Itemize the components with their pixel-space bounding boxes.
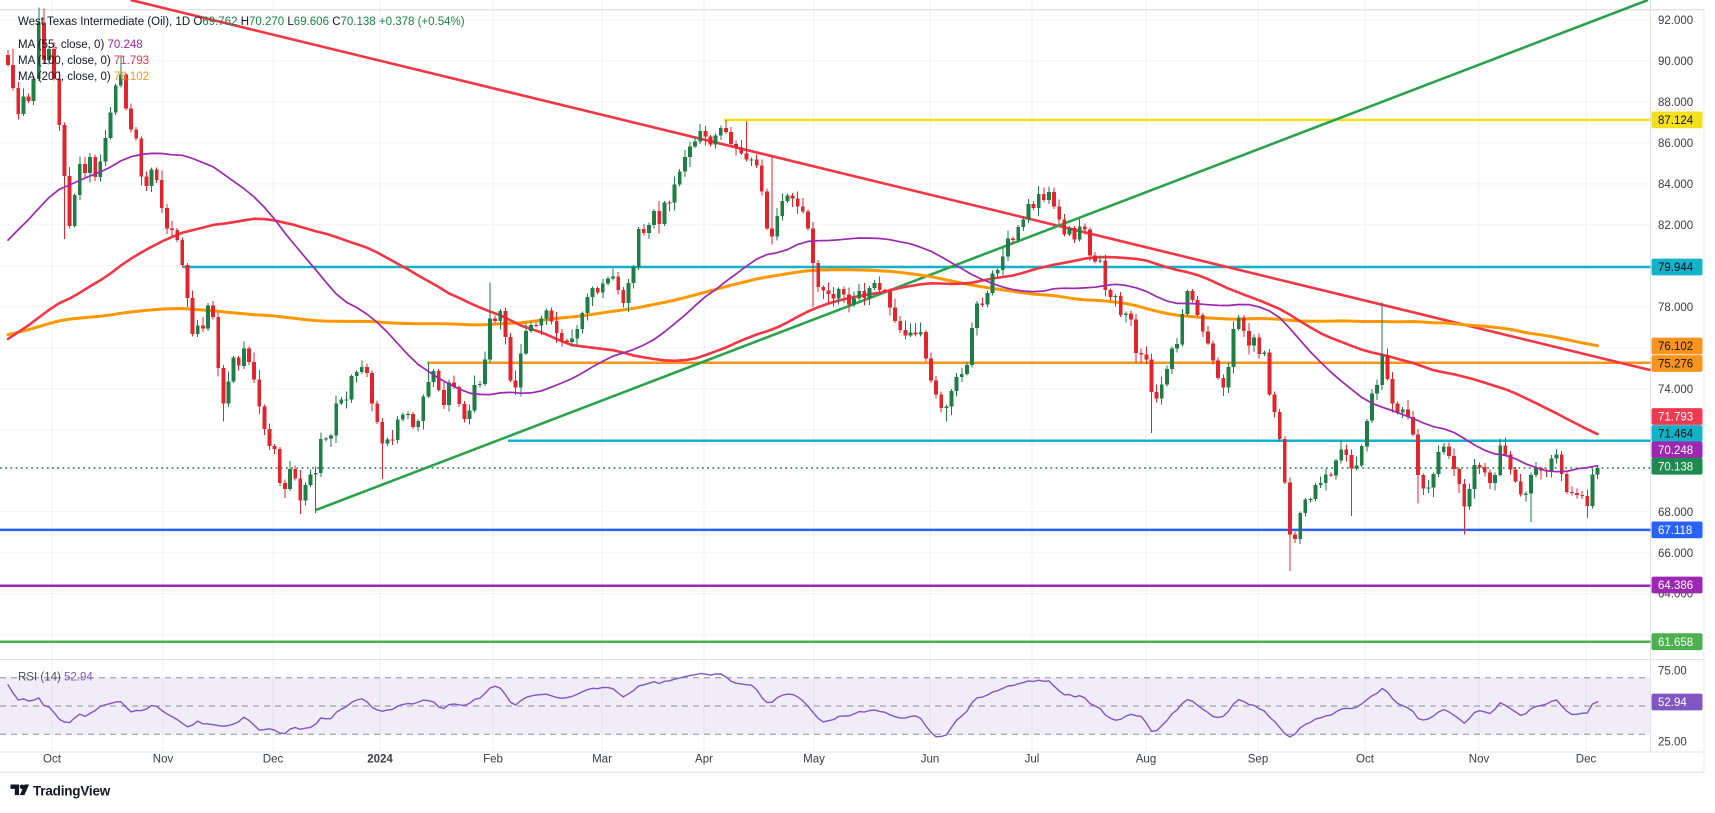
- svg-text:66.000: 66.000: [1658, 548, 1693, 560]
- svg-text:61.658: 61.658: [1658, 637, 1693, 649]
- svg-text:64.386: 64.386: [1658, 580, 1693, 592]
- svg-text:70.138: 70.138: [1658, 461, 1693, 473]
- svg-text:RSI (14) 52.94: RSI (14) 52.94: [18, 672, 93, 684]
- svg-text:84.000: 84.000: [1658, 179, 1693, 191]
- svg-text:MA (100, close, 0) 71.793: MA (100, close, 0) 71.793: [18, 55, 149, 67]
- svg-text:MA (200, close, 0) 76.102: MA (200, close, 0) 76.102: [18, 71, 149, 83]
- svg-text:West Texas Intermediate (Oil),: West Texas Intermediate (Oil), 1D O69.76…: [18, 16, 465, 28]
- svg-text:Nov: Nov: [1469, 754, 1490, 766]
- svg-text:Dec: Dec: [1576, 754, 1597, 766]
- svg-text:MA (55, close, 0) 70.248: MA (55, close, 0) 70.248: [18, 39, 143, 51]
- svg-text:Mar: Mar: [592, 754, 612, 766]
- svg-text:Nov: Nov: [153, 754, 174, 766]
- svg-text:Oct: Oct: [1356, 754, 1375, 766]
- svg-text:87.124: 87.124: [1658, 115, 1694, 127]
- svg-text:Jun: Jun: [921, 754, 940, 766]
- svg-text:86.000: 86.000: [1658, 138, 1693, 150]
- svg-text:May: May: [803, 754, 825, 766]
- svg-text:78.000: 78.000: [1658, 302, 1693, 314]
- svg-text:Feb: Feb: [483, 754, 503, 766]
- svg-text:79.944: 79.944: [1658, 262, 1694, 274]
- svg-text:70.248: 70.248: [1658, 445, 1693, 457]
- svg-text:88.000: 88.000: [1658, 97, 1693, 109]
- svg-text:2024: 2024: [367, 754, 393, 766]
- svg-text:92.000: 92.000: [1658, 15, 1693, 27]
- svg-text:75.276: 75.276: [1658, 359, 1693, 371]
- svg-text:68.000: 68.000: [1658, 507, 1693, 519]
- svg-text:TradingView: TradingView: [33, 784, 111, 799]
- svg-text:76.102: 76.102: [1658, 341, 1693, 353]
- svg-text:Jul: Jul: [1025, 754, 1040, 766]
- svg-text:71.464: 71.464: [1658, 429, 1694, 441]
- svg-text:75.00: 75.00: [1658, 666, 1687, 678]
- svg-text:67.118: 67.118: [1658, 525, 1692, 537]
- svg-text:Apr: Apr: [695, 754, 713, 766]
- svg-text:52.94: 52.94: [1658, 697, 1687, 709]
- svg-text:Dec: Dec: [263, 754, 284, 766]
- svg-text:71.793: 71.793: [1658, 412, 1693, 424]
- svg-text:Aug: Aug: [1136, 754, 1156, 766]
- svg-text:Oct: Oct: [43, 754, 62, 766]
- svg-text:Sep: Sep: [1248, 754, 1268, 766]
- svg-text:25.00: 25.00: [1658, 736, 1687, 748]
- svg-text:90.000: 90.000: [1658, 56, 1693, 68]
- svg-text:74.000: 74.000: [1658, 384, 1693, 396]
- svg-text:82.000: 82.000: [1658, 220, 1693, 232]
